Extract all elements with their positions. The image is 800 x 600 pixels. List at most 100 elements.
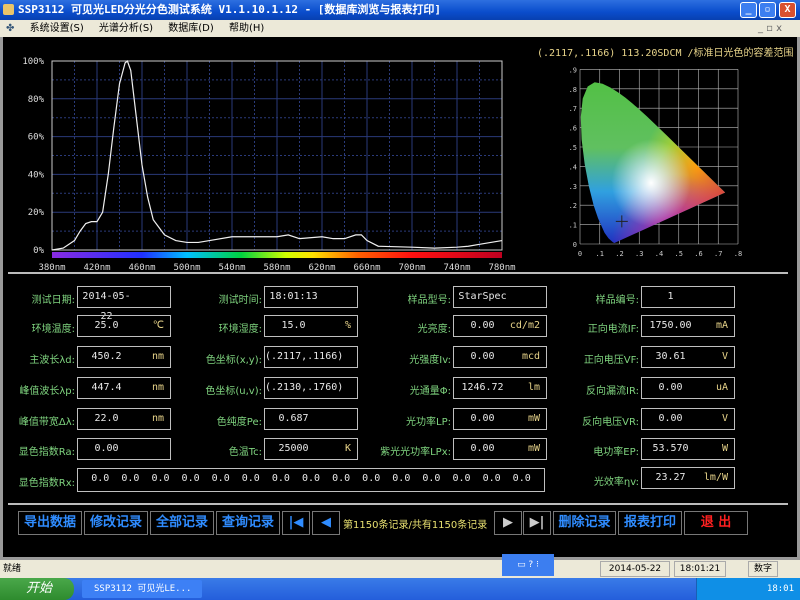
cie-x-tick: .6 xyxy=(694,250,702,258)
last-record-button[interactable]: ▶| xyxy=(523,511,551,535)
field-value: (.2130,.1760) xyxy=(265,382,344,393)
next-record-button[interactable]: ▶ xyxy=(494,511,522,535)
record-info: 第1150条记录/共有1150条记录 xyxy=(343,520,488,531)
field-value-box: 0.00 V xyxy=(641,408,735,430)
x-tick-label: 500nm xyxy=(173,263,200,273)
field-label: 显色指数Ra: xyxy=(18,447,75,458)
cie-y-tick: .2 xyxy=(569,202,577,210)
delete-record-button[interactable]: 删除记录 xyxy=(553,511,616,535)
cie-y-tick: .9 xyxy=(569,66,577,74)
mdi-controls[interactable]: _ ▫ x xyxy=(757,23,782,34)
field-label: 正向电压VF: xyxy=(583,355,639,366)
field-value: 18:01:13 xyxy=(269,291,318,302)
prev-record-button[interactable]: ◀ xyxy=(312,511,340,535)
print-report-button[interactable]: 报表打印 xyxy=(618,511,682,535)
field-value: 30.61 xyxy=(655,351,686,362)
field-label: 峰值带宽Δλ: xyxy=(18,417,75,428)
all-records-button[interactable]: 全部记录 xyxy=(150,511,214,535)
tray-clock: 18:01 xyxy=(766,584,794,594)
field-unit: mA xyxy=(715,320,728,331)
app-icon xyxy=(3,4,14,15)
cie-y-tick: 0 xyxy=(573,241,577,249)
y-tick-label: 0% xyxy=(33,246,44,256)
field-unit: % xyxy=(344,320,351,331)
field-value-box: 53.570 W xyxy=(641,438,735,460)
field-value: 25.0 xyxy=(94,320,119,331)
menu-system-settings[interactable]: 系统设置(S) xyxy=(29,23,84,34)
query-record-button[interactable]: 查询记录 xyxy=(216,511,280,535)
x-tick-label: 660nm xyxy=(353,263,380,273)
field-unit: V xyxy=(721,351,728,362)
cie-y-tick: .4 xyxy=(569,163,577,171)
cie-x-tick: .5 xyxy=(675,250,683,258)
field-value-box: (.2117,.1166) xyxy=(264,346,358,368)
status-date: 2014-05-22 xyxy=(600,561,670,577)
status-mode: 数字 xyxy=(748,561,778,577)
cie-y-tick: .7 xyxy=(569,105,577,113)
field-value: 1 xyxy=(667,291,674,302)
field-label: 样品型号: xyxy=(407,295,451,306)
x-tick-label: 700nm xyxy=(398,263,425,273)
x-tick-label: 460nm xyxy=(128,263,155,273)
field-label: 反向电压VR: xyxy=(582,417,639,428)
status-time: 18:01:21 xyxy=(674,561,726,577)
field-label: 电功率EP: xyxy=(593,447,639,458)
minimize-button[interactable]: _ xyxy=(740,2,757,18)
x-tick-label: 540nm xyxy=(218,263,245,273)
efficacy-label: 光效率ηv: xyxy=(593,477,639,488)
field-label: 反向漏流IR: xyxy=(586,386,639,397)
field-value-box: 0.00 mW xyxy=(453,408,547,430)
y-tick-label: 100% xyxy=(22,57,44,67)
field-unit: nm xyxy=(151,382,164,393)
field-label: 峰值波长λp: xyxy=(19,386,75,397)
ime-toolbar[interactable]: ▭ ? ⁝ xyxy=(502,554,554,576)
maximize-button[interactable]: ▫ xyxy=(759,2,776,18)
taskbar-item[interactable]: SSP3112 可见光LE... xyxy=(82,580,202,598)
field-value-box: 0.00 xyxy=(77,438,171,460)
field-value: 450.2 xyxy=(91,351,122,362)
x-tick-label: 740nm xyxy=(443,263,470,273)
main-panel xyxy=(0,37,800,560)
field-value: 0.00 xyxy=(658,382,683,393)
wavelength-color-bar xyxy=(52,252,502,258)
field-label: 色坐标(u,v): xyxy=(205,386,262,397)
field-value: 0.687 xyxy=(278,413,309,424)
start-button[interactable]: 开始 xyxy=(0,578,74,600)
divider xyxy=(8,503,788,505)
cie-y-tick: .5 xyxy=(569,144,577,152)
cie-x-tick: .1 xyxy=(596,250,604,258)
first-record-button[interactable]: |◀ xyxy=(282,511,310,535)
cie-x-tick: .8 xyxy=(734,250,742,258)
field-value: 0.00 xyxy=(470,443,495,454)
field-value-box: 450.2 nm xyxy=(77,346,171,368)
field-value-box: 18:01:13 xyxy=(264,286,358,308)
field-label: 样品编号: xyxy=(595,295,639,306)
field-label: 色温Tc: xyxy=(228,447,262,458)
field-label: 测试时间: xyxy=(218,295,262,306)
field-value-box: 0.00 mcd xyxy=(453,346,547,368)
export-data-button[interactable]: 导出数据 xyxy=(18,511,82,535)
window-title: SSP3112 可见光LED分光分色测试系统 V1.1.10.1.12 - [数… xyxy=(18,3,442,16)
field-value: 1750.00 xyxy=(649,320,692,331)
close-button[interactable]: X xyxy=(779,2,796,18)
title-bar: SSP3112 可见光LED分光分色测试系统 V1.1.10.1.12 - [数… xyxy=(0,0,800,20)
menu-database[interactable]: 数据库(D) xyxy=(168,23,214,34)
field-value: 0.00 xyxy=(658,413,683,424)
cie-x-tick: .2 xyxy=(615,250,623,258)
exit-button[interactable]: 退 出 xyxy=(684,511,748,535)
x-tick-label: 580nm xyxy=(263,263,290,273)
field-value-box: 0.687 xyxy=(264,408,358,430)
field-value: 447.4 xyxy=(91,382,122,393)
field-value: 0.00 xyxy=(470,320,495,331)
cie-x-tick: .4 xyxy=(655,250,663,258)
field-label: 主波长λd: xyxy=(29,355,75,366)
x-tick-label: 420nm xyxy=(83,263,110,273)
menu-spectrum-analysis[interactable]: 光谱分析(S) xyxy=(98,23,154,34)
menu-help[interactable]: 帮助(H) xyxy=(228,23,265,34)
field-value: 22.0 xyxy=(94,413,119,424)
field-unit: ℃ xyxy=(152,320,164,331)
field-value-box: 25.0 ℃ xyxy=(77,315,171,337)
edit-record-button[interactable]: 修改记录 xyxy=(84,511,148,535)
field-unit: V xyxy=(721,413,728,424)
cie-x-tick: .3 xyxy=(635,250,643,258)
